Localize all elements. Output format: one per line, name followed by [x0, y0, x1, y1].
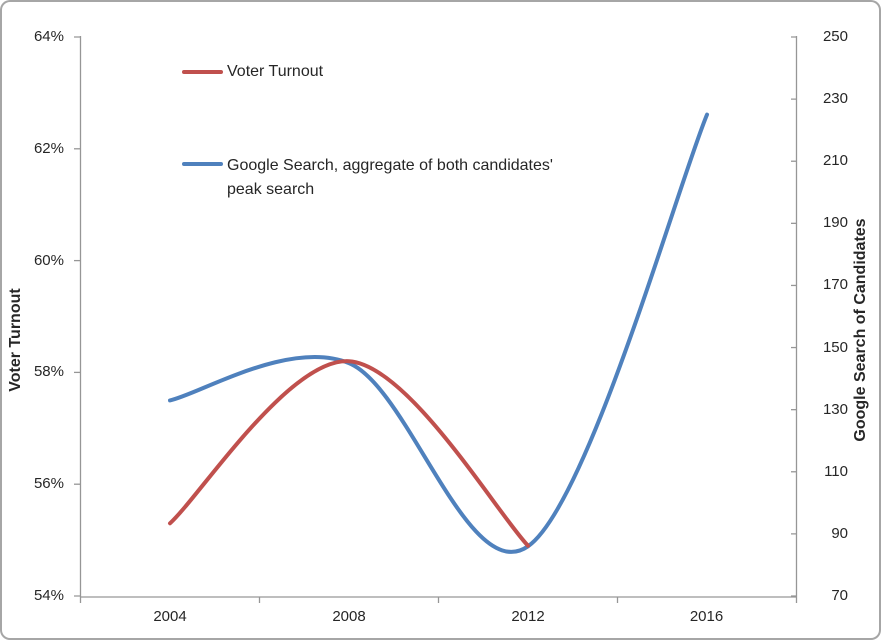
legend-swatch-google-search: [182, 162, 223, 166]
right-axis-tick: 70: [831, 587, 848, 604]
right-axis-tick: 210: [822, 152, 848, 170]
left-axis-tick: 62%: [33, 139, 64, 157]
legend-label-google-search-line2: peak search: [227, 181, 315, 198]
legend-swatch-voter-turnout: [182, 70, 223, 74]
google-search-line: [168, 112, 709, 554]
voter-turnout-line: [168, 359, 530, 548]
right-axis-tick: 170: [822, 276, 848, 294]
legend-label-voter-turnout: Voter Turnout: [227, 63, 324, 80]
right-axis-tick: 230: [822, 90, 848, 108]
x-axis-tick: 2008: [332, 608, 366, 625]
left-axis-tick: 56%: [33, 475, 64, 493]
right-axis-tick: 130: [822, 400, 848, 418]
left-axis-tick: 58%: [33, 363, 64, 381]
right-axis-tick: 190: [822, 214, 848, 232]
right-axis-title: Google Search of Candidates: [852, 218, 869, 442]
left-axis-title: Voter Turnout: [7, 288, 24, 392]
left-axis-tick: 54%: [33, 587, 64, 604]
left-axis-tick: 60%: [33, 251, 64, 269]
right-axis-tick: 150: [822, 338, 848, 356]
right-axis-tick: 110: [824, 462, 848, 480]
left-axis-tick: 64%: [33, 28, 64, 45]
x-axis-tick: 2016: [689, 608, 724, 625]
right-axis-tick: 90: [831, 524, 848, 542]
x-axis-tick: 2012: [511, 608, 545, 625]
legend-label-google-search-line1: Google Search, aggregate of both candida…: [227, 157, 553, 174]
x-axis-tick: 2004: [153, 608, 187, 625]
right-axis-tick: 250: [822, 28, 848, 45]
